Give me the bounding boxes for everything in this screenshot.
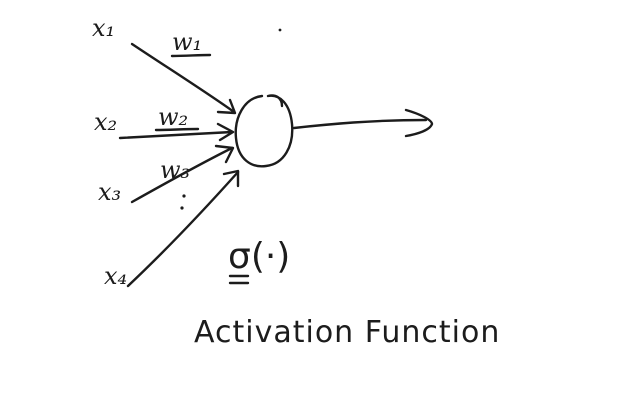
input-label-x2: x₂ [94,108,117,136]
weight-label-w1: w₁ [172,28,202,56]
input-edge-x1-arrowhead [216,98,237,115]
ellipsis-dot [180,206,184,210]
input-edge-x4 [126,170,240,288]
weight-underline-w2 [154,127,200,132]
weight-label-w3: w₃ [160,156,190,184]
ellipsis-dot [278,28,282,32]
input-edge-x2 [118,130,234,140]
weight-label-w2: w₂ [158,103,188,131]
activation-underline [228,274,250,285]
activation-symbol: σ(·) [228,236,290,277]
activation-caption: Activation Function [194,315,500,350]
input-edge-x3 [130,146,234,204]
weight-underline-w1 [170,53,212,58]
input-edge-x3-arrowhead [214,144,235,164]
output-arrowhead [404,108,434,138]
input-label-x1: x₁ [92,14,115,42]
input-edge-x2-arrowhead [216,122,235,142]
input-edge-x1 [130,42,236,114]
input-edge-x4-arrowhead [222,169,240,188]
input-label-x3: x₃ [98,178,121,206]
input-label-x4: x₄ [104,262,127,290]
neuron-node [234,94,294,168]
ellipsis-dot [182,194,186,198]
output-line [292,118,428,130]
